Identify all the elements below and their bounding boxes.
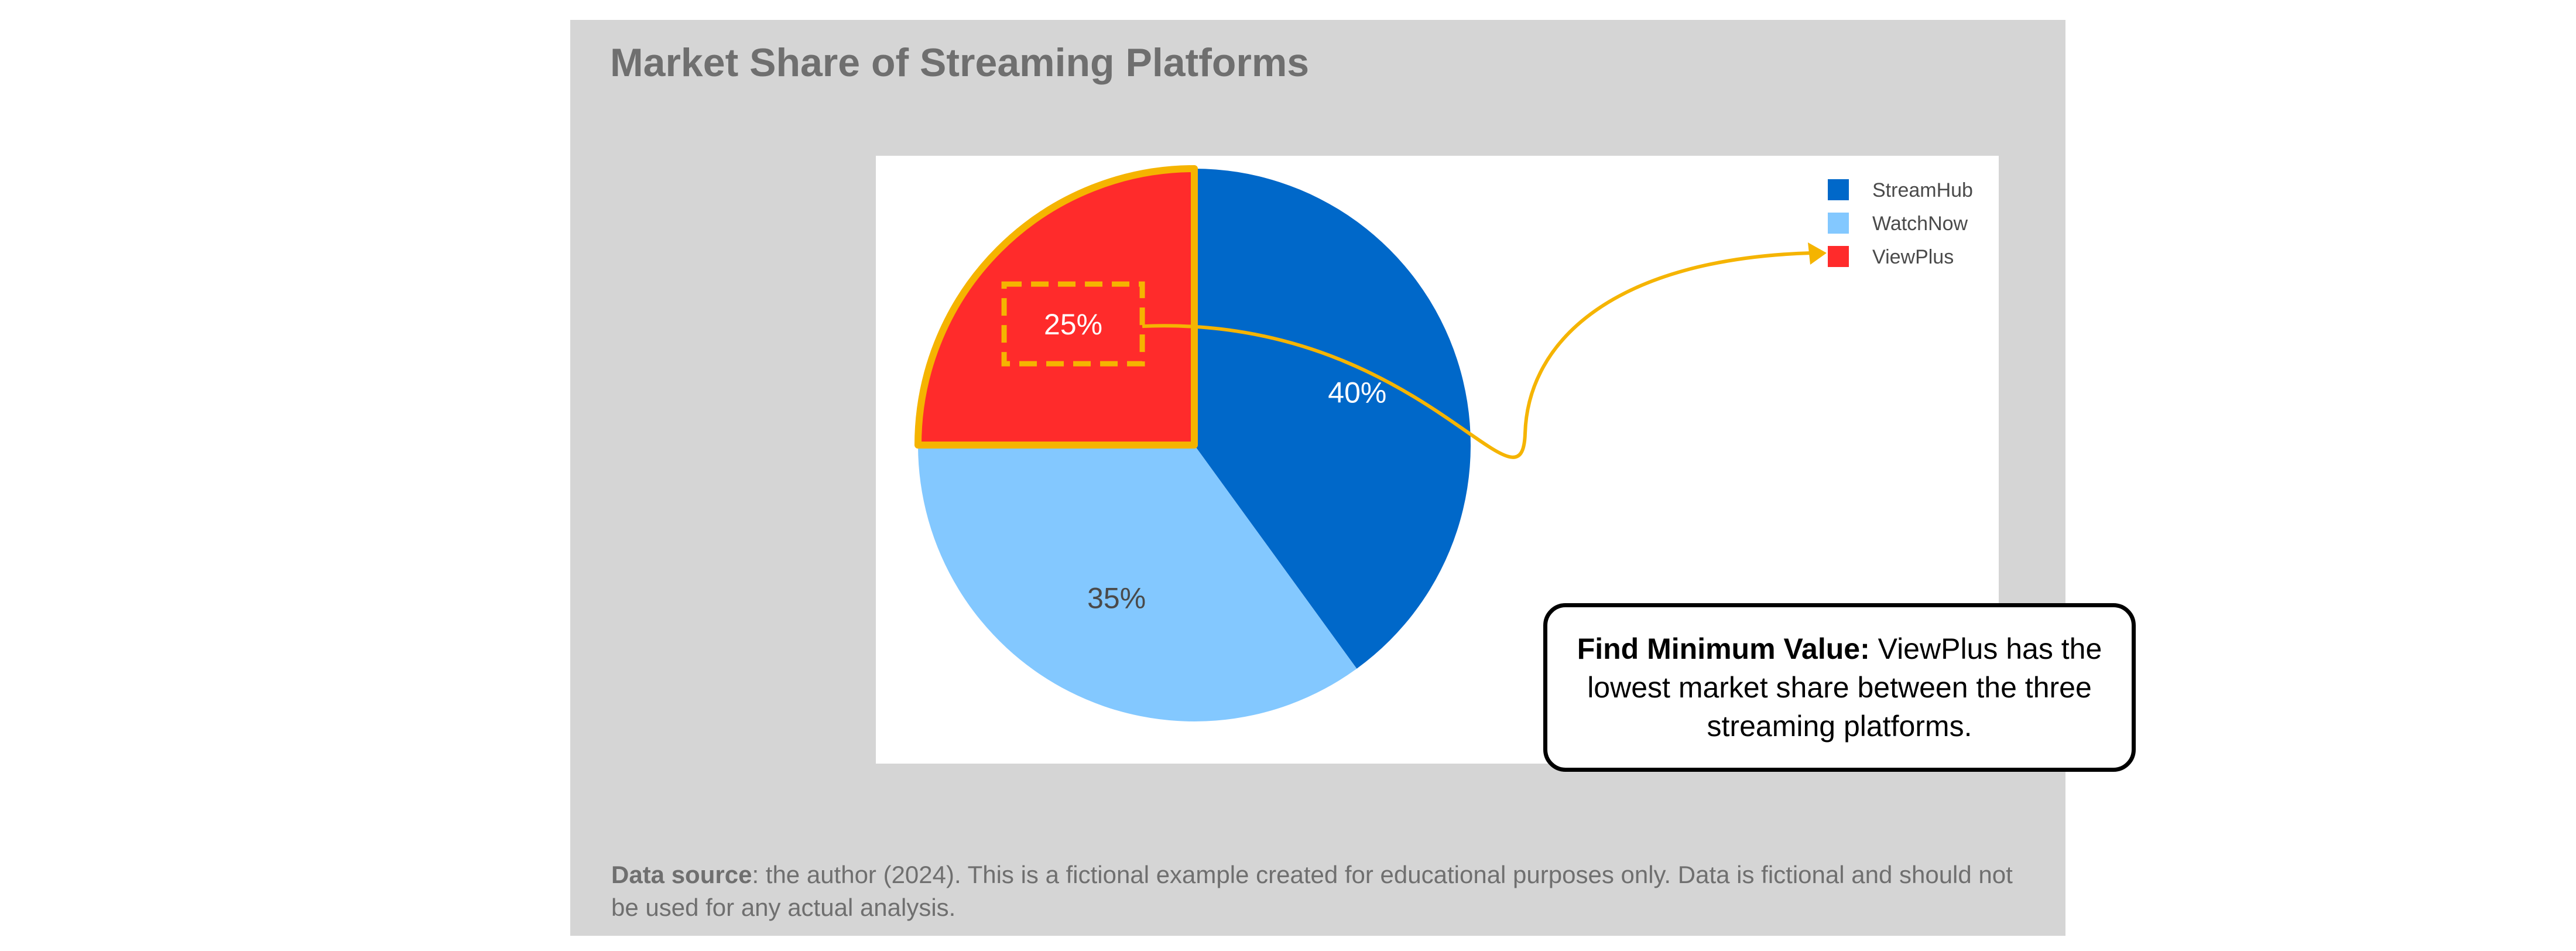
annotation-text: Find Minimum Value: ViewPlus has the low… (1571, 630, 2108, 745)
pie-slice-watchnow (918, 445, 1357, 721)
highlight-outline (914, 165, 1198, 449)
annotation-arrow (1142, 251, 1812, 459)
legend-label-viewplus: ViewPlus (1872, 246, 1954, 268)
pie-slice-viewplus (918, 169, 1194, 445)
slice-label-viewplus: 25% (1044, 308, 1102, 341)
annotation-bold: Find Minimum Value: (1577, 632, 1870, 665)
annotation-arrowhead (1808, 242, 1827, 265)
legend-swatch-streamhub (1828, 179, 1849, 200)
data-source-label: Data source (611, 861, 752, 888)
pie-slice-streamhub (1194, 169, 1471, 669)
annotation-body: ViewPlus has the lowest market share bet… (1587, 632, 2102, 743)
slice-labels: 40% 35% 25% (1044, 308, 1386, 615)
highlight-layer (914, 165, 1198, 449)
slice-label-streamhub: 40% (1328, 377, 1386, 409)
legend-label-watchnow: WatchNow (1872, 213, 1968, 235)
slice-label-watchnow: 35% (1087, 582, 1146, 615)
legend-swatch-viewplus (1828, 246, 1849, 267)
data-source-text: : the author (2024). This is a fictional… (611, 861, 2013, 921)
legend: StreamHub WatchNow ViewPlus (1828, 179, 1973, 268)
highlight-dashed-box (1001, 281, 1145, 367)
annotation-callout: Find Minimum Value: ViewPlus has the low… (1543, 603, 2136, 772)
legend-label-streamhub: StreamHub (1872, 179, 1973, 201)
data-source-note: Data source: the author (2024). This is … (611, 858, 2016, 924)
chart-title: Market Share of Streaming Platforms (610, 40, 1310, 85)
pie-slices (918, 169, 1471, 721)
legend-swatch-watchnow (1828, 213, 1849, 234)
